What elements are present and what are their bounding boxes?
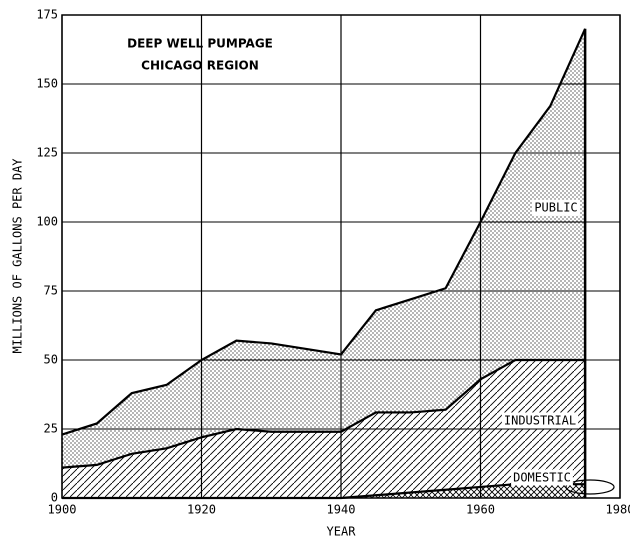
x-axis-label: YEAR (327, 525, 357, 539)
y-tick-label: 125 (36, 146, 58, 160)
x-tick-label: 1960 (466, 503, 495, 517)
y-tick-label: 0 (51, 491, 58, 505)
area (62, 360, 586, 498)
y-tick-label: 75 (44, 284, 58, 298)
area (62, 28, 586, 468)
y-tick-label: 175 (36, 8, 58, 22)
x-tick-label: 1900 (48, 503, 77, 517)
x-tick-label: 1920 (187, 503, 216, 517)
area (62, 484, 586, 498)
y-tick-label: 150 (36, 77, 58, 91)
y-axis-label: MILLIONS OF GALLONS PER DAY (11, 158, 25, 354)
series-label: INDUSTRIAL (504, 414, 576, 428)
series-label-bg (501, 412, 579, 429)
chart-title: DEEP WELL PUMPAGE (127, 37, 273, 51)
chart-subtitle: CHICAGO REGION (141, 59, 259, 73)
y-tick-label: 50 (44, 353, 58, 367)
series-label: PUBLIC (534, 201, 577, 215)
y-tick-label: 100 (36, 215, 58, 229)
y-tick-label: 25 (44, 422, 58, 436)
series-label: DOMESTIC (513, 471, 571, 485)
area-edge (61, 28, 587, 436)
x-tick-label: 1940 (327, 503, 356, 517)
series-label-bg (511, 469, 573, 486)
x-tick-label: 1980 (606, 503, 630, 517)
series-label-bg (532, 199, 580, 216)
